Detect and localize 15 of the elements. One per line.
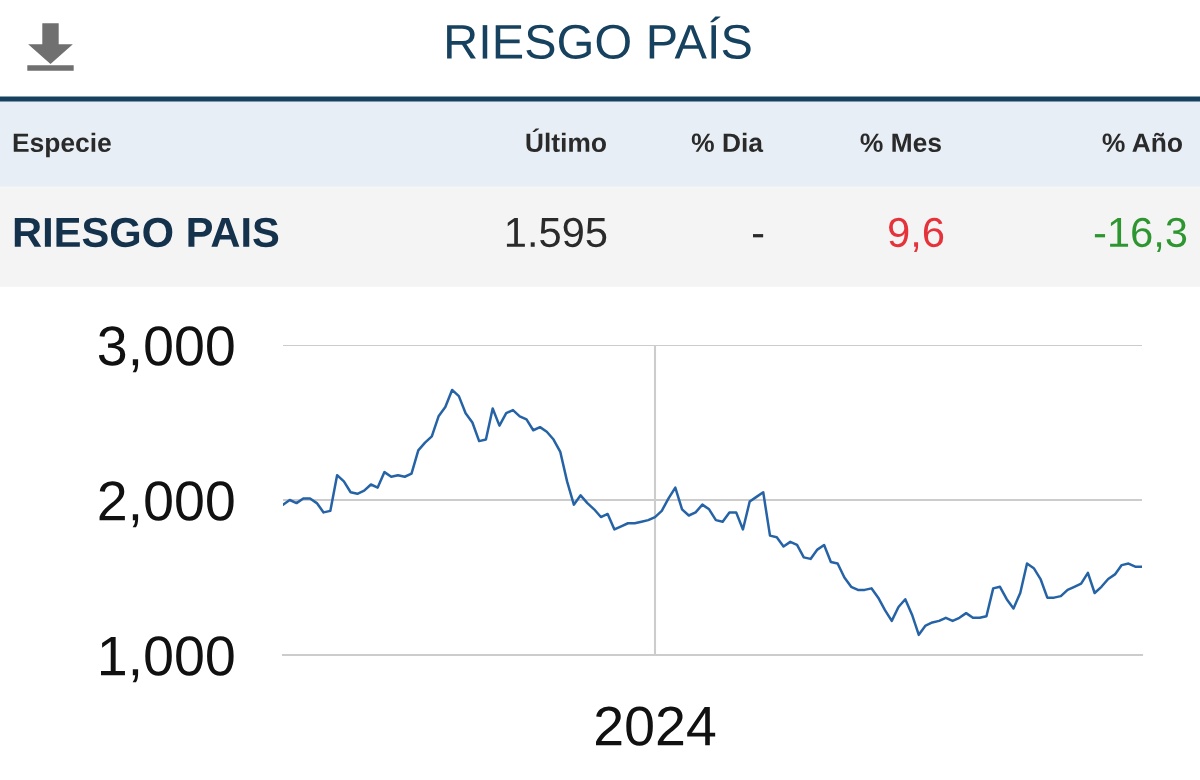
text: 1.595 (506, 217, 607, 248)
text: % Dia (691, 132, 764, 153)
text: Especie (13, 132, 111, 158)
y-tick-label: 1,000 (101, 636, 234, 683)
text: % Mes (860, 133, 941, 153)
text: 9,6 (889, 217, 944, 253)
y-tick-label: 3,000 (98, 326, 234, 373)
text: % Año (1102, 132, 1182, 153)
text: Último (526, 128, 606, 153)
text: - (752, 234, 764, 238)
text: -16,3 (1094, 217, 1187, 253)
text: RIESGO PAIS (14, 217, 279, 248)
x-tick-label: 2024 (596, 706, 716, 746)
y-tick-label: 2,000 (99, 481, 234, 528)
chart-title: RIESGO PAÍS (447, 16, 751, 60)
